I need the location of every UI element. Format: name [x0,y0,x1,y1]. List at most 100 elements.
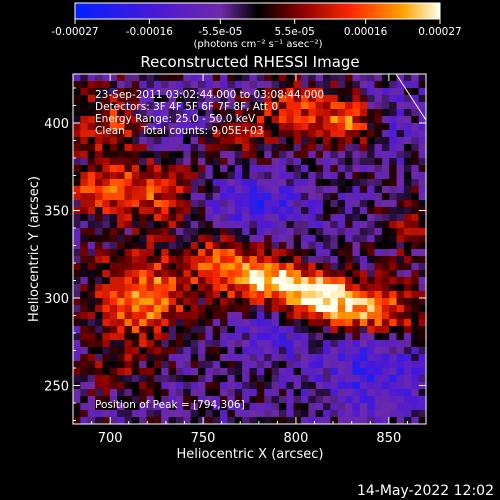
heatmap-cell [102,123,111,131]
heatmap-cell [198,417,206,424]
heatmap-cell [278,410,287,418]
heatmap-cell [139,221,148,229]
heatmap-cell [323,116,331,124]
heatmap-cell [131,221,140,229]
heatmap-cell [396,410,405,418]
heatmap-cell [249,242,258,250]
heatmap-cell [220,410,229,418]
heatmap-cell [367,130,376,138]
heatmap-cell [359,375,368,383]
heatmap-cell [212,130,221,138]
heatmap-cell [330,368,339,376]
heatmap-cell [124,361,133,369]
heatmap-cell [227,340,236,348]
heatmap-cell [389,382,398,390]
heatmap-cell [308,340,317,348]
heatmap-cell [198,179,206,187]
heatmap-cell [190,95,199,103]
heatmap-cell [418,102,426,110]
heatmap-cell [359,347,368,355]
heatmap-cell [95,382,104,390]
heatmap-cell [271,74,280,82]
heatmap-cell [374,88,383,96]
heatmap-cell [396,74,405,82]
heatmap-cell [374,263,383,271]
heatmap-cell [256,193,265,201]
heatmap-cell [102,277,111,285]
heatmap-cell [396,172,405,180]
heatmap-cell [124,263,133,271]
heatmap-cell [80,81,89,89]
heatmap-cell [220,123,229,131]
heatmap-cell [396,326,405,334]
heatmap-cell [212,137,221,145]
heatmap-cell [168,270,177,278]
heatmap-cell [315,130,324,138]
heatmap-cell [403,326,412,334]
colorbar-ticks: -0.00027 -0.00016 -5.5e-05 5.5e-05 0.00016 0.… [51,19,462,38]
annotation-energy-range: Energy Range: 25.0 - 50.0 keV [95,113,256,125]
heatmap-cell [293,109,302,117]
heatmap-cell [389,158,398,166]
heatmap-cell [308,270,317,278]
heatmap-cell [345,228,354,236]
heatmap-cell [168,354,177,362]
heatmap-cell [161,263,170,271]
heatmap-cell [374,137,383,145]
heatmap-cell [308,410,317,418]
heatmap-cell [418,151,426,159]
heatmap-cell [300,417,309,424]
heatmap-cell [87,354,96,362]
heatmap-cell [293,389,302,397]
heatmap-cell [367,410,376,418]
heatmap-cell [352,382,361,390]
heatmap-cell [220,179,229,187]
heatmap-cell [278,116,287,124]
heatmap-cell [381,95,390,103]
heatmap-cell [73,116,81,124]
heatmap-cell [256,144,265,152]
heatmap-cell [146,123,155,131]
heatmap-cell [374,256,383,264]
heatmap-cell [411,109,420,117]
heatmap-cell [242,235,251,243]
heatmap-cell [175,319,184,327]
heatmap-cell [256,333,265,341]
heatmap-cell [87,396,96,404]
heatmap-cell [411,340,420,348]
heatmap-cell [87,116,96,124]
heatmap-cell [271,235,280,243]
heatmap-cell [175,109,184,117]
heatmap-cell [249,221,258,229]
heatmap-cell [418,137,426,145]
heatmap-cell [139,81,148,89]
heatmap-cell [293,417,302,424]
heatmap-cell [315,298,324,306]
heatmap-cell [367,186,376,194]
heatmap-cell [389,172,398,180]
heatmap-cell [146,340,155,348]
heatmap-cell [153,389,162,397]
heatmap-cell [359,368,368,376]
heatmap-cell [131,137,140,145]
heatmap-cell [220,249,229,257]
heatmap-cell [293,347,302,355]
heatmap-cell [256,172,265,180]
heatmap-cell [396,207,405,215]
heatmap-cell [271,368,280,376]
heatmap-cell [234,179,243,187]
heatmap-cell [87,410,96,418]
heatmap-cell [323,144,331,152]
heatmap-cell [153,151,162,159]
heatmap-cell [161,81,170,89]
heatmap-cell [381,200,390,208]
heatmap-cell [256,116,265,124]
heatmap-cell [411,228,420,236]
heatmap-cell [403,382,412,390]
heatmap-cell [234,242,243,250]
heatmap-cell [374,158,383,166]
heatmap-cell [117,242,126,250]
heatmap-cell [212,88,221,96]
heatmap-cell [381,291,390,299]
heatmap-cell [102,333,111,341]
